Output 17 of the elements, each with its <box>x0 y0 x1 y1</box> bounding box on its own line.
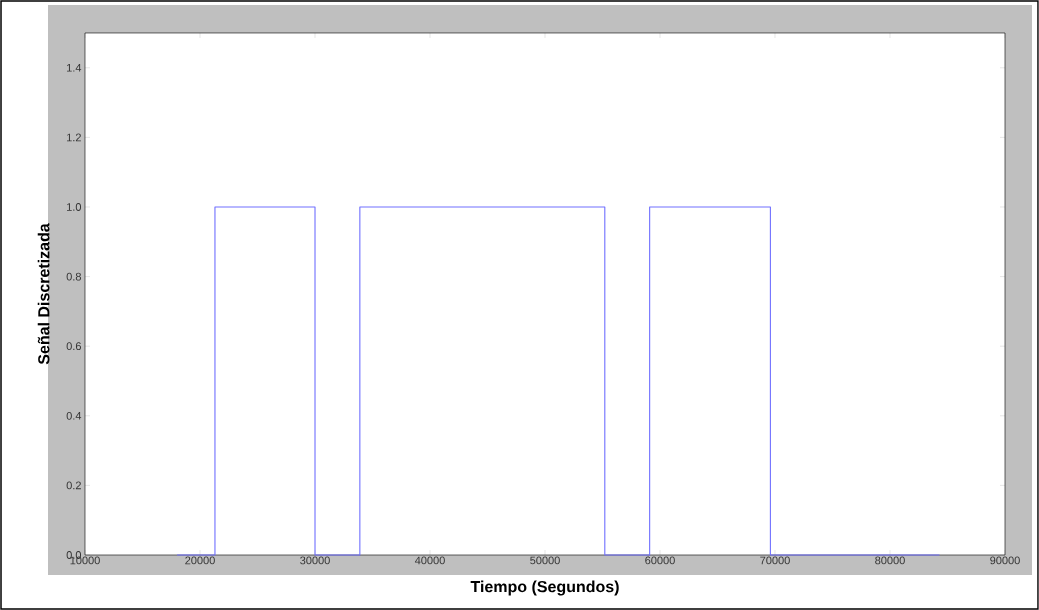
y-tick-label: 0.2 <box>66 481 81 490</box>
x-tick-label: 30000 <box>300 556 330 565</box>
y-tick-label: 0.8 <box>66 272 81 281</box>
y-tick-label: 1.4 <box>67 64 82 72</box>
x-tick-label: 20000 <box>185 556 215 565</box>
x-tick-label: 80000 <box>875 556 905 565</box>
x-tick-label: 60000 <box>645 556 675 565</box>
y-tick-label: 0.6 <box>66 342 81 351</box>
x-tick-label: 40000 <box>414 556 445 565</box>
y-tick-label: 1.2 <box>67 133 81 142</box>
y-tick-label: 1.0 <box>67 203 82 211</box>
y-tick-label: 0.4 <box>66 411 82 420</box>
x-tick-label: 70000 <box>760 556 790 565</box>
y-axis-title: Señal Discretizada <box>37 223 50 365</box>
x-tick-label: 90000 <box>990 556 1020 565</box>
x-axis-title: Tiempo (Segundos) <box>470 580 619 596</box>
x-tick-label: 50000 <box>530 556 560 565</box>
